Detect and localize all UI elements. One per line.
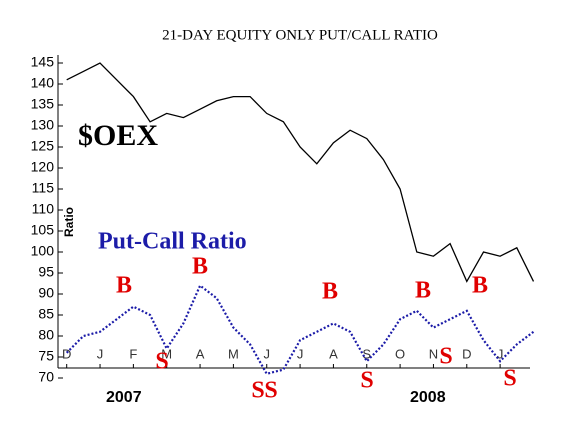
series-label: Put-Call Ratio: [98, 229, 247, 255]
series-label: $OEX: [78, 119, 158, 152]
y-tick-label: 100: [31, 243, 55, 259]
signal-annotation: B: [192, 254, 208, 280]
y-tick-label: 145: [31, 54, 55, 70]
signal-annotation: S: [439, 344, 452, 370]
x-tick-label: J: [97, 346, 104, 361]
y-tick-label: 105: [31, 222, 55, 238]
x-tick-label: M: [228, 346, 239, 361]
x-tick-label: D: [462, 346, 471, 361]
y-tick-label: 125: [31, 138, 55, 154]
y-tick-label: 85: [38, 306, 54, 322]
x-tick-label: F: [129, 346, 137, 361]
signal-annotation: S: [251, 378, 264, 404]
signal-annotation: B: [116, 273, 132, 299]
y-tick-label: 135: [31, 96, 55, 112]
chart-title: 21-DAY EQUITY ONLY PUT/CALL RATIO: [162, 27, 438, 43]
y-tick-label: 110: [32, 201, 55, 217]
signal-annotation: S: [503, 366, 516, 392]
x-tick-label: J: [497, 346, 504, 361]
x-tick-label: N: [429, 346, 438, 361]
x-tick-label: J: [297, 346, 304, 361]
year-label: 2007: [106, 389, 142, 406]
signal-annotation: B: [322, 279, 338, 305]
x-tick-label: J: [263, 346, 270, 361]
series-line: [65, 283, 535, 376]
signal-annotation: B: [415, 278, 431, 304]
y-axis-label: Ratio: [62, 207, 76, 237]
y-tick-label: 95: [38, 264, 54, 280]
y-tick-label: 140: [31, 75, 55, 91]
x-tick-label: A: [196, 346, 205, 361]
series-line: [66, 62, 535, 283]
y-tick-label: 115: [32, 180, 55, 196]
signal-annotation: B: [472, 273, 488, 299]
y-tick-label: 70: [38, 369, 54, 385]
x-tick-label: A: [329, 346, 338, 361]
year-label: 2008: [410, 389, 446, 406]
signal-annotation: S: [264, 378, 277, 404]
signal-annotation: S: [360, 368, 373, 394]
x-tick-label: M: [161, 346, 172, 361]
x-tick-label: D: [62, 346, 71, 361]
y-tick-label: 120: [31, 159, 55, 175]
x-tick-label: O: [395, 346, 405, 361]
y-tick-label: 75: [38, 348, 54, 364]
y-tick-label: 80: [38, 327, 54, 343]
signal-annotation: S: [155, 349, 168, 375]
y-tick-label: 90: [38, 285, 54, 301]
x-tick-label: S: [362, 346, 371, 361]
y-tick-label: 130: [31, 117, 55, 133]
